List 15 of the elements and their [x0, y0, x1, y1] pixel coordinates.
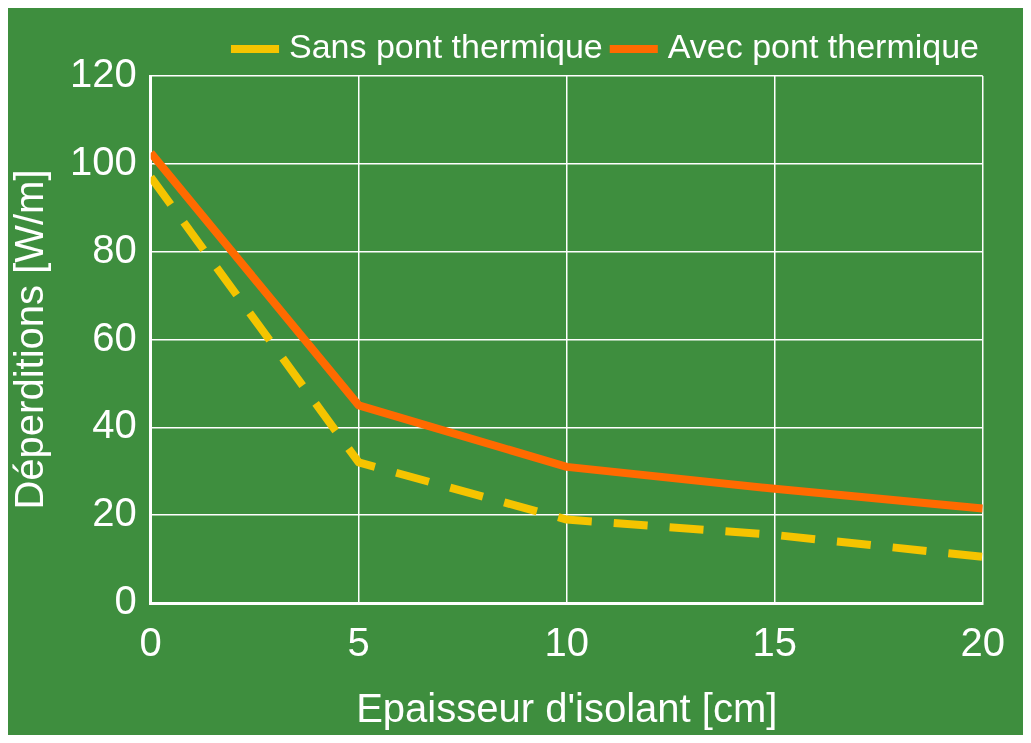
legend-label: Avec pont thermique [667, 27, 979, 66]
y-tick-label: 80 [92, 226, 137, 271]
y-tick-label: 100 [69, 138, 137, 183]
x-tick-label: 15 [752, 620, 797, 665]
y-tick-label: 20 [92, 490, 137, 535]
y-tick-label: 0 [114, 578, 137, 623]
y-axis-title: Déperditions [W/m] [7, 169, 52, 510]
x-tick-label: 20 [960, 620, 1005, 665]
x-tick-label: 10 [544, 620, 589, 665]
y-tick-label: 40 [92, 402, 137, 447]
x-tick-label: 5 [347, 620, 370, 665]
y-tick-label: 60 [92, 314, 137, 359]
x-axis-title: Epaisseur d'isolant [cm] [356, 686, 778, 731]
y-tick-label: 120 [69, 51, 137, 96]
legend-label: Sans pont thermique [289, 27, 603, 66]
